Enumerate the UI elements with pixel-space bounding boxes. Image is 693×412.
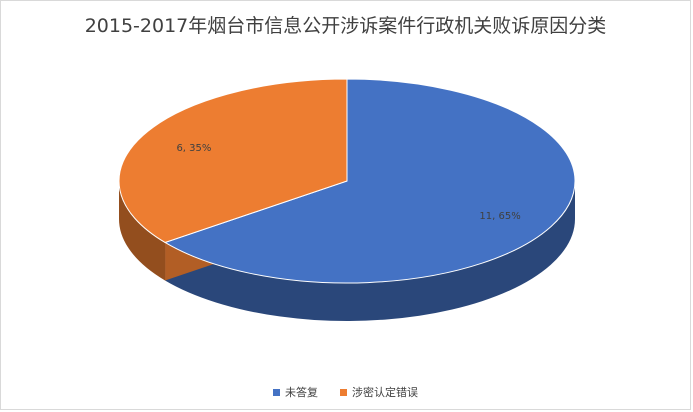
pie-wall-classification-error — [119, 181, 166, 281]
data-label-classification-error: 6, 35% — [176, 143, 211, 154]
legend: 未答复 涉密认定错误 — [1, 384, 690, 400]
data-label-unanswered: 11, 65% — [479, 211, 520, 222]
pie-slice-unanswered — [163, 78, 576, 284]
legend-item-unanswered: 未答复 — [273, 384, 318, 400]
chart-title: 2015-2017年烟台市信息公开涉诉案件行政机关败诉原因分类 — [84, 15, 607, 37]
legend-item-classification-error: 涉密认定错误 — [340, 384, 418, 400]
pie-wall-unanswered — [165, 181, 576, 321]
pie-slice-classification-error — [118, 78, 348, 244]
legend-swatch-classification-error — [340, 388, 347, 396]
legend-swatch-unanswered — [273, 388, 280, 396]
legend-label-unanswered: 未答复 — [285, 386, 318, 399]
legend-label-classification-error: 涉密认定错误 — [352, 386, 418, 399]
